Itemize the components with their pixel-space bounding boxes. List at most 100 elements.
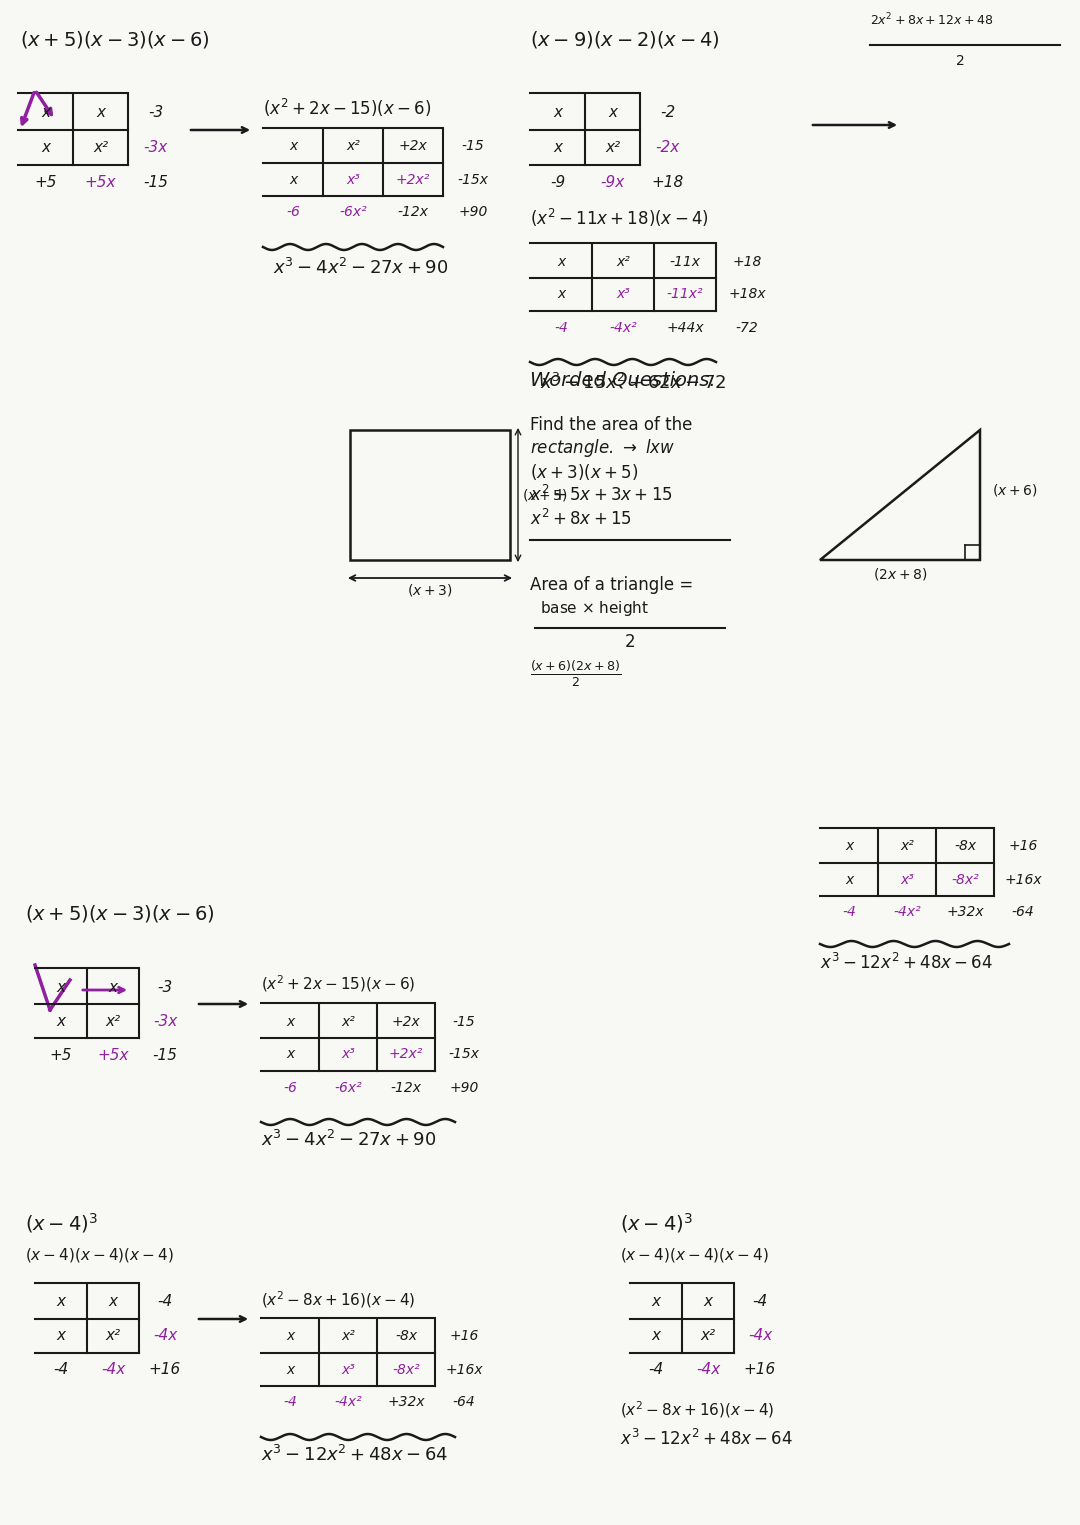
Text: x: x xyxy=(108,979,118,994)
Text: -6x²: -6x² xyxy=(339,206,367,220)
Text: $x^3 - 4x^2 - 27x + 90$: $x^3 - 4x^2 - 27x + 90$ xyxy=(273,258,448,278)
Text: +90: +90 xyxy=(449,1081,478,1095)
Text: +5: +5 xyxy=(50,1048,72,1063)
Text: -3: -3 xyxy=(158,979,173,994)
Text: $(x^2-8x+16)(x-4)$: $(x^2-8x+16)(x-4)$ xyxy=(620,1398,774,1420)
Text: -15: -15 xyxy=(453,1014,475,1028)
Text: -15: -15 xyxy=(143,175,168,191)
Text: x: x xyxy=(553,105,562,120)
Text: -15: -15 xyxy=(461,139,484,154)
Text: -4: -4 xyxy=(648,1362,663,1377)
Text: $(x^2-8x+16)(x-4)$: $(x^2-8x+16)(x-4)$ xyxy=(261,1289,416,1310)
Text: x: x xyxy=(286,1014,294,1028)
Text: $(x-4)^3$: $(x-4)^3$ xyxy=(25,1211,98,1235)
Text: rectangle. $\rightarrow$ lxw: rectangle. $\rightarrow$ lxw xyxy=(530,438,675,459)
Text: -4: -4 xyxy=(283,1395,297,1409)
Text: x³: x³ xyxy=(616,288,630,302)
Text: +16: +16 xyxy=(1009,839,1038,854)
Text: $(x+3)(x+5)$: $(x+3)(x+5)$ xyxy=(530,462,638,482)
Text: x²: x² xyxy=(341,1014,355,1028)
Text: x³: x³ xyxy=(341,1048,355,1061)
Text: $(x+3)$: $(x+3)$ xyxy=(407,583,453,598)
Text: +16: +16 xyxy=(149,1362,181,1377)
Text: $(x+5)$: $(x+5)$ xyxy=(522,486,568,503)
Text: x: x xyxy=(286,1362,294,1377)
Text: -3x: -3x xyxy=(153,1014,177,1028)
Text: $x^3 - 12x^2 + 48x - 64$: $x^3 - 12x^2 + 48x - 64$ xyxy=(261,1444,448,1466)
Text: x: x xyxy=(703,1295,713,1310)
Text: base $\times$ height: base $\times$ height xyxy=(540,599,649,618)
Text: -15x: -15x xyxy=(448,1048,480,1061)
Text: +2x: +2x xyxy=(399,139,428,154)
Text: -15: -15 xyxy=(152,1048,177,1063)
Text: -6: -6 xyxy=(283,1081,297,1095)
Text: -4x: -4x xyxy=(100,1362,125,1377)
Text: x²: x² xyxy=(106,1014,121,1028)
Text: $x^2+8x+15$: $x^2+8x+15$ xyxy=(530,509,632,529)
Text: +90: +90 xyxy=(458,206,488,220)
Text: +18: +18 xyxy=(651,175,684,191)
Text: +16: +16 xyxy=(744,1362,777,1377)
Text: Find the area of the: Find the area of the xyxy=(530,416,692,435)
Text: +5x: +5x xyxy=(97,1048,129,1063)
Text: x: x xyxy=(845,872,853,886)
Text: x: x xyxy=(608,105,617,120)
Text: x: x xyxy=(288,172,297,186)
Text: +32x: +32x xyxy=(388,1395,424,1409)
Text: $(x-4)(x-4)(x-4)$: $(x-4)(x-4)(x-4)$ xyxy=(620,1246,769,1264)
Text: -2x: -2x xyxy=(656,140,679,156)
Text: -3x: -3x xyxy=(144,140,167,156)
Text: x: x xyxy=(557,255,565,268)
Text: +5x: +5x xyxy=(84,175,117,191)
Text: x²: x² xyxy=(701,1328,716,1344)
Text: -4: -4 xyxy=(554,320,568,334)
Text: x: x xyxy=(56,1014,66,1028)
Text: -72: -72 xyxy=(735,320,758,334)
Text: x: x xyxy=(41,140,50,156)
Text: -11x²: -11x² xyxy=(666,288,703,302)
Text: +16: +16 xyxy=(449,1330,478,1344)
Text: x: x xyxy=(845,839,853,854)
Text: x: x xyxy=(41,105,50,120)
Text: x: x xyxy=(56,1328,66,1344)
Text: $(x^2-11x+18)(x-4)$: $(x^2-11x+18)(x-4)$ xyxy=(530,207,708,229)
Text: -4: -4 xyxy=(753,1295,768,1310)
Text: $2$: $2$ xyxy=(624,633,635,651)
Text: $x^3 - 15x^2 + 62x - 72$: $x^3 - 15x^2 + 62x - 72$ xyxy=(540,374,727,393)
Text: -12x: -12x xyxy=(391,1081,421,1095)
Text: $2x^2+8x+12x+48$: $2x^2+8x+12x+48$ xyxy=(870,11,994,27)
Text: $\frac{(x+6)(2x+8)}{2}$: $\frac{(x+6)(2x+8)}{2}$ xyxy=(530,659,622,689)
Text: Area of a triangle =: Area of a triangle = xyxy=(530,576,693,595)
Text: x³: x³ xyxy=(341,1362,355,1377)
Text: -4x²: -4x² xyxy=(334,1395,362,1409)
Text: x²: x² xyxy=(605,140,620,156)
Text: -12x: -12x xyxy=(397,206,429,220)
Text: $(x-4)^3$: $(x-4)^3$ xyxy=(620,1211,693,1235)
Text: -6: -6 xyxy=(286,206,300,220)
Text: -64: -64 xyxy=(453,1395,475,1409)
Text: -4x: -4x xyxy=(696,1362,720,1377)
Text: -2: -2 xyxy=(660,105,675,120)
Text: +5: +5 xyxy=(35,175,57,191)
Text: -4x²: -4x² xyxy=(893,906,921,920)
Text: $(x+5)(x-3)(x-6)$: $(x+5)(x-3)(x-6)$ xyxy=(25,903,215,924)
Text: -4x: -4x xyxy=(747,1328,772,1344)
Text: x³: x³ xyxy=(900,872,914,886)
Text: x: x xyxy=(56,1295,66,1310)
Text: -11x: -11x xyxy=(670,255,701,268)
Text: -4: -4 xyxy=(158,1295,173,1310)
Text: +18: +18 xyxy=(732,255,761,268)
Text: x: x xyxy=(553,140,562,156)
Text: $(2x+8)$: $(2x+8)$ xyxy=(873,566,928,581)
Text: -8x²: -8x² xyxy=(392,1362,420,1377)
Text: $(x+5)(x-3)(x-6)$: $(x+5)(x-3)(x-6)$ xyxy=(21,29,210,49)
Text: -8x: -8x xyxy=(395,1330,417,1344)
Text: $x^3 - 12x^2 + 48x - 64$: $x^3 - 12x^2 + 48x - 64$ xyxy=(620,1429,793,1449)
Text: x: x xyxy=(288,139,297,154)
Text: -4: -4 xyxy=(842,906,856,920)
Text: x²: x² xyxy=(900,839,914,854)
Text: +2x: +2x xyxy=(392,1014,420,1028)
Text: -4x: -4x xyxy=(153,1328,177,1344)
Text: Worded Questions.: Worded Questions. xyxy=(530,371,716,389)
Text: -9x: -9x xyxy=(600,175,624,191)
